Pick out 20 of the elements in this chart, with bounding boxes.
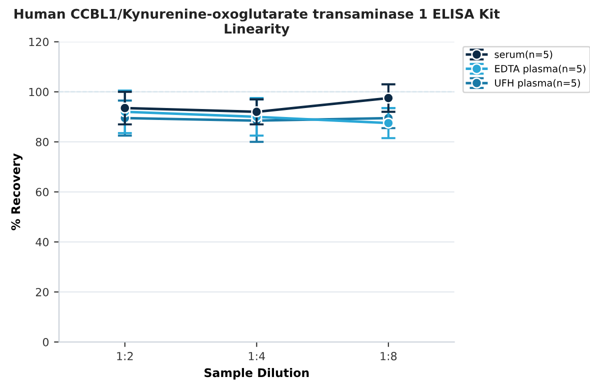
y-tick-label: 40 [36, 238, 49, 246]
chart-title: Human CCBL1/Kynurenine-oxoglutarate transaminase 1 ELISA Kit Linearity [14, 8, 500, 36]
y-tick-label: 80 [36, 138, 49, 146]
legend-label: EDTA plasma(n=5) [495, 64, 586, 74]
x-tick-label: 1:4 [248, 352, 265, 360]
x-tick-label: 1:8 [380, 352, 397, 360]
x-tick-label: 1:2 [117, 352, 133, 360]
point [382, 118, 394, 129]
y-tick-label: 100 [29, 88, 49, 96]
y-tick-label: 120 [29, 38, 49, 46]
point [382, 92, 394, 104]
y-axis-title: % Recovery [11, 153, 23, 230]
y-tick-label: 20 [36, 288, 49, 296]
legend-label: serum(n=5) [494, 50, 552, 60]
point [119, 102, 130, 114]
point [251, 106, 262, 118]
y-tick-label: 0 [42, 338, 49, 346]
y-tick-label: 60 [36, 188, 49, 196]
legend-label: UFH plasma(n=5) [495, 79, 580, 88]
x-axis-title: Sample Dilution [204, 368, 309, 380]
